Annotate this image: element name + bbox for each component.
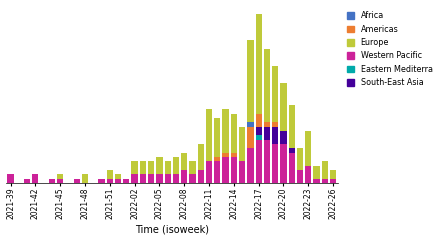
Bar [322,162,328,179]
Bar [297,148,303,170]
Bar [165,174,171,183]
Bar [247,40,253,122]
Bar [264,127,270,140]
Bar [247,148,253,183]
Bar [140,174,146,183]
Bar [123,179,129,183]
Bar [57,174,63,179]
Bar [256,14,262,114]
Bar [264,49,270,122]
Bar [280,83,286,131]
Bar [49,179,55,183]
Bar [7,174,14,183]
Bar [231,114,237,153]
Bar [322,179,328,183]
Bar [132,162,138,174]
Bar [305,131,312,166]
Bar [173,174,179,183]
Bar [189,162,196,174]
Bar [247,127,253,148]
Bar [115,174,121,179]
Bar [272,144,279,183]
Bar [264,140,270,183]
Bar [272,122,279,127]
Bar [223,157,229,183]
Bar [156,157,162,174]
Bar [115,179,121,183]
Bar [256,127,262,135]
Bar [24,179,30,183]
Bar [272,66,279,122]
Bar [32,174,38,183]
Bar [264,122,270,127]
Bar [148,174,154,183]
Bar [214,162,220,183]
Bar [289,148,295,153]
Bar [189,174,196,183]
Bar [330,179,336,183]
Bar [280,131,286,144]
Bar [132,174,138,183]
Bar [173,157,179,174]
Bar [239,162,245,183]
Bar [313,179,320,183]
Bar [99,179,105,183]
Bar [231,153,237,157]
Bar [206,162,212,183]
Bar [206,109,212,162]
Bar [297,170,303,183]
Bar [198,144,204,170]
Bar [256,135,262,140]
Bar [289,105,295,148]
Bar [289,153,295,183]
Bar [313,166,320,179]
Bar [181,153,187,170]
Bar [247,122,253,127]
Bar [165,162,171,174]
Bar [214,157,220,162]
Bar [272,127,279,144]
Bar [198,170,204,183]
Bar [256,114,262,127]
Bar [57,179,63,183]
X-axis label: Time (isoweek): Time (isoweek) [135,224,209,234]
Bar [330,170,336,179]
Bar [82,174,88,183]
Bar [214,118,220,157]
Bar [156,174,162,183]
Bar [231,157,237,183]
Bar [106,179,113,183]
Bar [305,166,312,183]
Bar [256,140,262,183]
Bar [106,170,113,179]
Bar [223,153,229,157]
Bar [140,162,146,174]
Bar [148,162,154,174]
Bar [223,109,229,153]
Legend: Africa, Americas, Europe, Western Pacific, Eastern Mediterra, South-East Asia: Africa, Americas, Europe, Western Pacifi… [345,10,434,89]
Bar [280,144,286,183]
Bar [181,170,187,183]
Bar [239,127,245,162]
Bar [73,179,80,183]
